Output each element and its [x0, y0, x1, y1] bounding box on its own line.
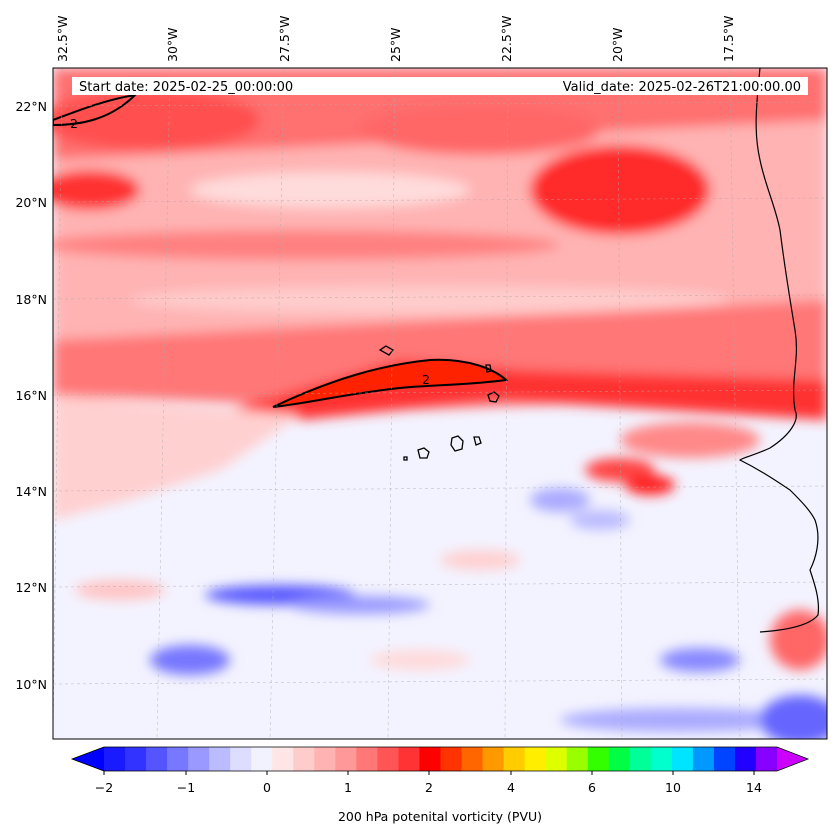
islands [378, 345, 500, 461]
colorbar-segment [713, 747, 736, 771]
lat-label: 10°N [15, 677, 47, 692]
colorbar-tick-label: 0 [263, 780, 271, 795]
colorbar-segment [461, 747, 484, 771]
lon-label: 27.5°W [277, 16, 292, 62]
colorbar-tick-label: 1 [344, 780, 352, 795]
colorbar-tick-label: 10 [665, 780, 681, 795]
start-date: Start date: 2025-02-25_00:00:00 [79, 80, 293, 95]
colorbar-segment [524, 747, 547, 771]
lat-label: 16°N [15, 388, 47, 403]
colorbar-segment [146, 747, 168, 771]
colorbar-segment [167, 747, 189, 771]
colorbar-segment [734, 747, 757, 771]
colorbar-tick-label: 4 [507, 780, 515, 795]
colorbar-segment [104, 747, 126, 771]
colorbar-segment [671, 747, 694, 771]
colorbar-segment [356, 747, 378, 771]
colorbar-segments [104, 747, 778, 771]
lat-label: 18°N [15, 292, 47, 307]
colorbar-tick-label: −1 [177, 780, 195, 795]
colorbar-over-arrow [777, 747, 808, 771]
contour-label: 2 [422, 372, 430, 387]
colorbar-segment [251, 747, 273, 771]
colorbar-segment [419, 747, 441, 771]
lon-label: 30°W [165, 27, 180, 62]
colorbar-segment [188, 747, 210, 771]
colorbar-segment [692, 747, 715, 771]
pv-contour-2 [272, 358, 509, 408]
lon-label: 32.5°W [55, 16, 70, 62]
map-panel: 2 2 [53, 68, 827, 739]
colorbar-segment [608, 747, 631, 771]
colorbar-segment [335, 747, 357, 771]
colorbar-segment [293, 747, 315, 771]
colorbar-label: 200 hPa potenital vorticity (PVU) [338, 809, 542, 824]
colorbar-segment [125, 747, 147, 771]
contour-label: 2 [70, 116, 78, 131]
colorbar-segment [503, 747, 526, 771]
colorbar-segment [272, 747, 294, 771]
colorbar-segment [650, 747, 673, 771]
colorbar-tick-label: −2 [95, 780, 113, 795]
colorbar-segment [314, 747, 336, 771]
colorbar-segment [440, 747, 463, 771]
lon-label: 20°W [610, 27, 625, 62]
lon-label: 25°W [388, 27, 403, 62]
colorbar-segment [230, 747, 252, 771]
colorbar-segment [587, 747, 610, 771]
colorbar-segment [482, 747, 505, 771]
colorbar-segment [377, 747, 399, 771]
gridlines [53, 68, 827, 739]
lat-label: 12°N [15, 580, 47, 595]
colorbar-segment [629, 747, 652, 771]
lat-label: 22°N [15, 99, 47, 114]
lat-label: 20°N [15, 195, 47, 210]
date-banner [72, 77, 808, 95]
colorbar-segment [209, 747, 231, 771]
colorbar-segment [545, 747, 568, 771]
lat-label: 14°N [15, 484, 47, 499]
colorbar-ticks: −2 −1 0 1 2 4 6 10 14 [95, 771, 762, 795]
colorbar-segment [398, 747, 420, 771]
colorbar-under-arrow [72, 747, 104, 771]
colorbar-segment [755, 747, 778, 771]
map-frame [52, 67, 828, 740]
colorbar-tick-label: 2 [425, 780, 433, 795]
colorbar-tick-label: 6 [588, 780, 596, 795]
colorbar-segment [566, 747, 589, 771]
latitude-labels: 22°N 20°N 18°N 16°N 14°N 12°N 10°N [15, 99, 47, 692]
lon-label: 17.5°W [721, 16, 736, 62]
colorbar: −2 −1 0 1 2 4 6 10 14 200 hPa potenital vorticit… [70, 746, 810, 824]
longitude-labels: 32.5°W 30°W 27.5°W 25°W 22.5°W 20°W 17.5… [55, 16, 736, 62]
coastline [738, 68, 820, 633]
lon-label: 22.5°W [499, 16, 514, 62]
valid-date: Valid_date: 2025-02-26T21:00:00.00 [563, 80, 801, 95]
colorbar-tick-label: 14 [746, 780, 762, 795]
